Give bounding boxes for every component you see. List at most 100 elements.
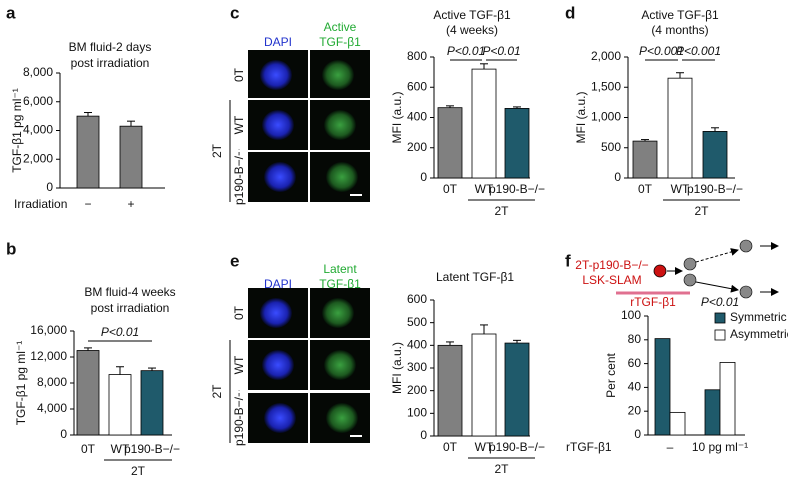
bar bbox=[504, 342, 530, 437]
y-tick-label: 4,000 bbox=[23, 123, 53, 137]
y-tick-label: 500 bbox=[407, 315, 427, 329]
y-tick-label: 0 bbox=[634, 427, 641, 441]
y-tick-label: 4,000 bbox=[37, 401, 67, 415]
x-tick-label: + bbox=[127, 197, 134, 211]
cell bbox=[264, 403, 296, 433]
group-label: 2T bbox=[694, 204, 709, 218]
y-tick-label: 600 bbox=[407, 292, 427, 306]
chart-title: BM fluid-4 weeks bbox=[84, 285, 175, 299]
bar bbox=[719, 362, 736, 436]
x-tick-label: − bbox=[84, 197, 91, 211]
panel-letter: a bbox=[6, 3, 16, 22]
y-tick-label: 60 bbox=[628, 356, 642, 370]
row-label: 0T bbox=[232, 305, 246, 320]
chart-title: post irradiation bbox=[71, 56, 150, 70]
cell bbox=[739, 239, 753, 253]
y-tick-label: 400 bbox=[407, 338, 427, 352]
cell bbox=[683, 257, 697, 271]
chart-title: Active TGF-β1 bbox=[433, 8, 511, 22]
chart-title: post irradiation bbox=[91, 301, 170, 315]
bar bbox=[76, 115, 100, 189]
bar bbox=[504, 108, 530, 179]
y-tick-label: 200 bbox=[407, 140, 427, 154]
schematic-treatment: rTGF-β1 bbox=[630, 295, 676, 309]
y-tick-label: 1,500 bbox=[591, 79, 621, 93]
group-label: 2T bbox=[210, 384, 224, 399]
bar bbox=[471, 333, 497, 437]
arrow bbox=[695, 248, 739, 263]
row-label: WT bbox=[232, 115, 246, 134]
y-tick-label: 16,000 bbox=[30, 323, 67, 337]
y-tick-label: 0 bbox=[46, 180, 53, 194]
cell bbox=[683, 273, 697, 287]
column-header: TGF-β1 bbox=[319, 35, 361, 49]
y-tick-label: 100 bbox=[407, 406, 427, 420]
cell bbox=[260, 60, 292, 90]
y-tick-label: 0 bbox=[614, 170, 621, 184]
bar bbox=[654, 338, 671, 436]
column-header: TGF-β1 bbox=[319, 277, 361, 291]
bar bbox=[702, 131, 728, 179]
y-tick-label: 12,000 bbox=[30, 349, 67, 363]
bar bbox=[76, 350, 100, 436]
schematic-source: LSK-SLAM bbox=[582, 273, 641, 287]
y-axis-label: MFI (a.u.) bbox=[390, 91, 404, 143]
cell bbox=[264, 162, 296, 192]
bar bbox=[471, 68, 497, 179]
y-tick-label: 8,000 bbox=[37, 375, 67, 389]
x-tick-label: p190-B−/− bbox=[124, 442, 180, 456]
x-tick-label: 0T bbox=[443, 440, 458, 454]
panel-letter: e bbox=[230, 251, 239, 270]
annotation: P<0.001 bbox=[639, 44, 684, 58]
cell bbox=[262, 110, 294, 140]
cell bbox=[322, 60, 354, 90]
y-tick-label: 500 bbox=[601, 140, 621, 154]
x-tick-label: p190-B−/− bbox=[489, 440, 545, 454]
x-axis-label: rTGF-β1 bbox=[566, 440, 612, 454]
y-tick-label: 200 bbox=[407, 383, 427, 397]
row-label: 0T bbox=[232, 67, 246, 82]
group-label: 2T bbox=[131, 464, 146, 478]
panel-letter: c bbox=[230, 3, 239, 22]
y-axis-label: MFI (a.u.) bbox=[574, 91, 588, 143]
row-label: p190-B−/− bbox=[232, 149, 246, 205]
legend-label: Symmetric bbox=[730, 310, 787, 324]
cell bbox=[326, 162, 358, 192]
x-tick-label: WT bbox=[475, 440, 494, 454]
y-axis-label: TGF-β1 pg ml⁻¹ bbox=[10, 88, 24, 173]
x-tick-label: WT bbox=[671, 182, 690, 196]
arrow bbox=[695, 281, 739, 293]
y-tick-label: 300 bbox=[407, 360, 427, 374]
row-label: WT bbox=[232, 355, 246, 374]
annotation: P<0.01 bbox=[482, 44, 520, 58]
row-label: p190-B−/− bbox=[232, 390, 246, 446]
column-header: DAPI bbox=[264, 35, 292, 49]
schematic: 2T-p190-B−/− LSK-SLAM rTGF-β1 bbox=[575, 239, 779, 309]
y-axis-label: MFI (a.u.) bbox=[390, 342, 404, 394]
chart-title: (4 months) bbox=[651, 23, 708, 37]
bar bbox=[437, 344, 463, 437]
legend-swatch bbox=[714, 329, 726, 341]
group-label: 2T bbox=[210, 143, 224, 158]
y-tick-label: 20 bbox=[628, 403, 642, 417]
annotation: P<0.01 bbox=[101, 325, 139, 339]
cell-red bbox=[653, 264, 667, 278]
group-label: 2T bbox=[494, 204, 509, 218]
chart-title: (4 weeks) bbox=[446, 23, 498, 37]
legend-swatch bbox=[714, 312, 726, 324]
bar bbox=[669, 411, 686, 436]
panel-letter: d bbox=[565, 3, 575, 22]
cell bbox=[324, 110, 356, 140]
y-tick-label: 80 bbox=[628, 332, 642, 346]
y-axis-label: TGF-β1 pg ml⁻¹ bbox=[14, 341, 28, 426]
y-tick-label: 800 bbox=[407, 49, 427, 63]
y-tick-label: 0 bbox=[60, 427, 67, 441]
y-axis-label: Per cent bbox=[604, 352, 618, 397]
bar bbox=[667, 77, 693, 179]
annotation: P<0.01 bbox=[701, 295, 739, 309]
y-tick-label: 1,000 bbox=[591, 110, 621, 124]
annotation: P<0.01 bbox=[447, 44, 485, 58]
legend-label: Asymmetric bbox=[730, 327, 788, 341]
bar bbox=[119, 125, 143, 189]
